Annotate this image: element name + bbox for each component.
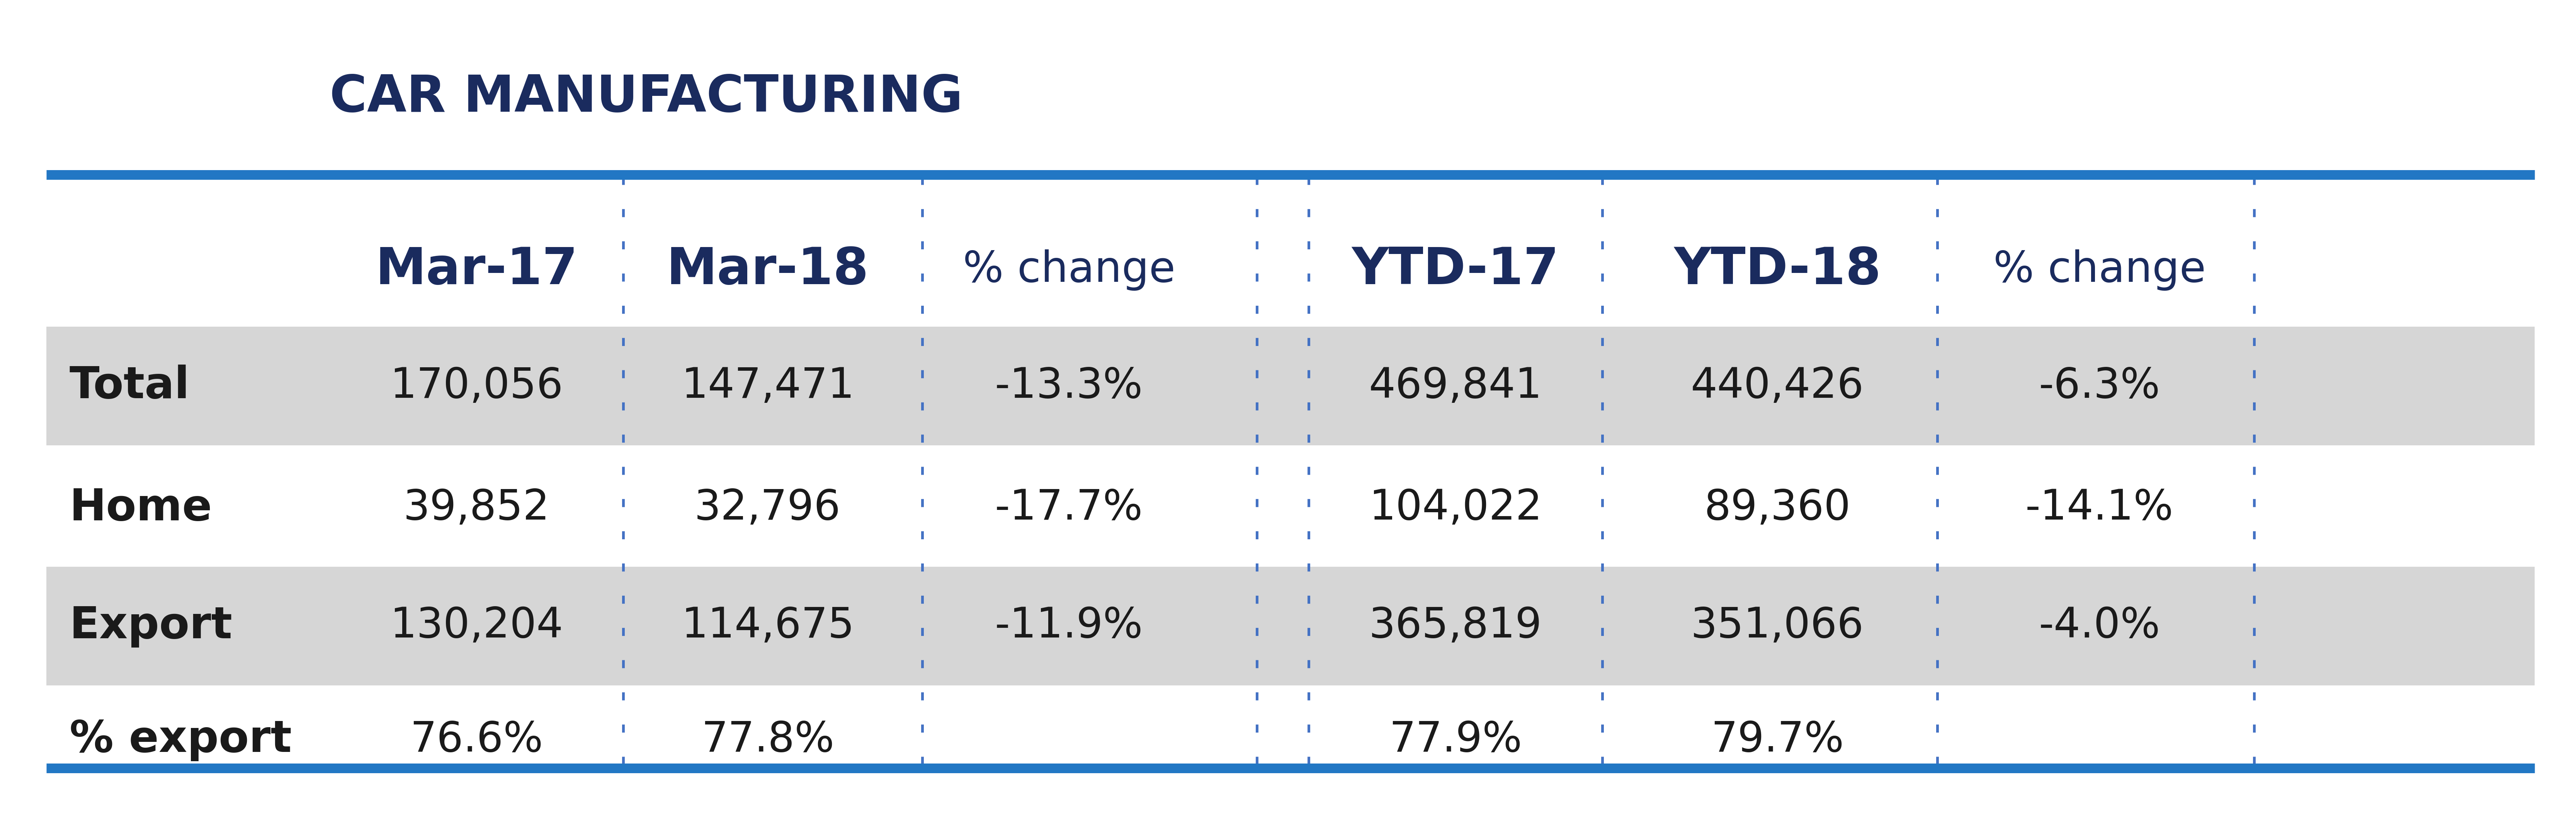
Text: 76.6%: 76.6%: [410, 720, 544, 760]
Text: 39,852: 39,852: [404, 488, 549, 528]
Text: 365,819: 365,819: [1368, 606, 1543, 646]
Text: Export: Export: [70, 605, 232, 647]
Text: -11.9%: -11.9%: [994, 606, 1144, 646]
Text: -4.0%: -4.0%: [2038, 606, 2161, 646]
Text: % change: % change: [1994, 250, 2205, 290]
Text: 147,471: 147,471: [680, 366, 855, 406]
FancyBboxPatch shape: [46, 327, 2535, 446]
Text: -13.3%: -13.3%: [994, 366, 1144, 406]
Text: Total: Total: [70, 365, 191, 407]
Text: 32,796: 32,796: [696, 488, 840, 528]
Text: % change: % change: [963, 250, 1175, 290]
Text: CAR MANUFACTURING: CAR MANUFACTURING: [330, 73, 963, 122]
Text: 79.7%: 79.7%: [1710, 720, 1844, 760]
FancyBboxPatch shape: [46, 567, 2535, 685]
Text: 130,204: 130,204: [389, 606, 564, 646]
Text: 351,066: 351,066: [1690, 606, 1865, 646]
Text: 114,675: 114,675: [680, 606, 855, 646]
Text: 77.9%: 77.9%: [1388, 720, 1522, 760]
Text: 170,056: 170,056: [389, 366, 564, 406]
Text: 469,841: 469,841: [1368, 366, 1543, 406]
Text: YTD-18: YTD-18: [1674, 246, 1880, 294]
Text: 104,022: 104,022: [1368, 488, 1543, 528]
Text: % export: % export: [70, 719, 291, 761]
Text: YTD-17: YTD-17: [1352, 246, 1558, 294]
Text: Mar-17: Mar-17: [376, 246, 577, 294]
Text: 89,360: 89,360: [1705, 488, 1850, 528]
Text: -17.7%: -17.7%: [994, 488, 1144, 528]
Text: Mar-18: Mar-18: [667, 246, 868, 294]
Text: -14.1%: -14.1%: [2025, 488, 2174, 528]
Text: -6.3%: -6.3%: [2038, 366, 2161, 406]
Text: Home: Home: [70, 487, 211, 529]
Text: 77.8%: 77.8%: [701, 720, 835, 760]
Text: 440,426: 440,426: [1690, 366, 1865, 406]
